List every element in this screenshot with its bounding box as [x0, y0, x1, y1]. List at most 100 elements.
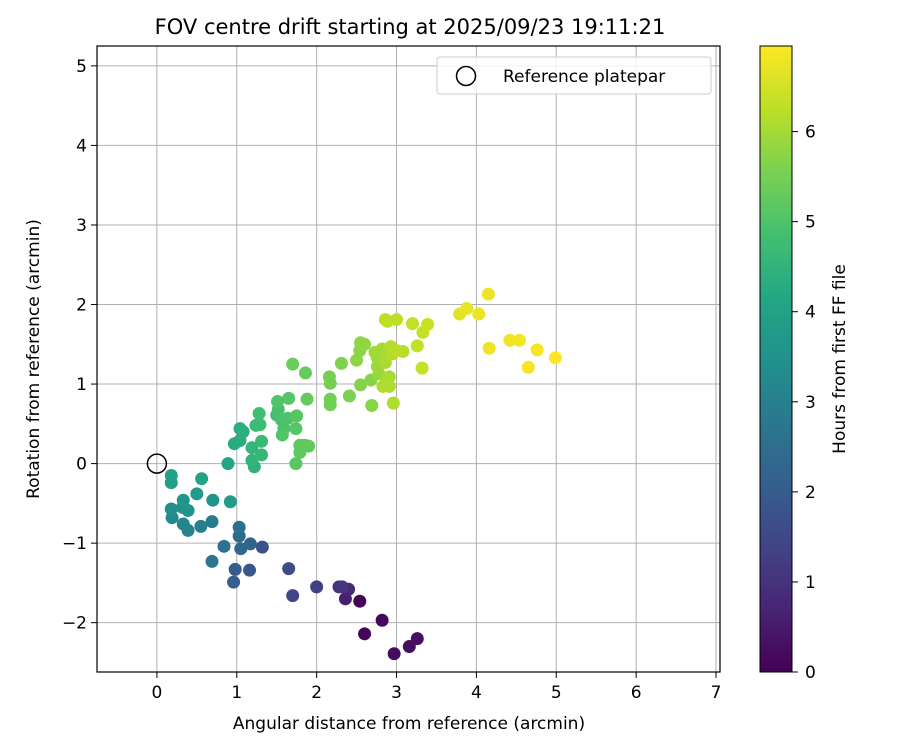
- data-point: [190, 487, 204, 501]
- data-point: [205, 515, 219, 529]
- x-tick-label: 3: [391, 683, 402, 703]
- x-axis-label: Angular distance from reference (arcmin): [233, 714, 585, 734]
- y-tick-label: −2: [62, 614, 87, 634]
- data-point: [402, 640, 416, 654]
- colorbar-tick-label: 3: [805, 393, 816, 413]
- data-point: [243, 537, 257, 551]
- x-tick-label: 5: [551, 683, 562, 703]
- data-point: [286, 589, 300, 603]
- data-point: [289, 457, 303, 471]
- data-point: [223, 495, 237, 509]
- data-point: [255, 448, 269, 462]
- colorbar-tick-label: 5: [805, 213, 816, 233]
- data-point: [234, 542, 248, 556]
- data-point: [353, 594, 367, 608]
- data-point: [365, 399, 379, 413]
- x-tick-label: 4: [471, 683, 482, 703]
- data-point: [481, 287, 495, 301]
- data-point: [310, 580, 324, 594]
- data-point: [206, 493, 220, 507]
- data-point: [472, 307, 486, 321]
- x-tick-label: 6: [631, 683, 642, 703]
- data-point: [302, 439, 316, 453]
- y-tick-label: 5: [76, 57, 87, 77]
- data-point: [335, 580, 349, 594]
- data-point: [415, 361, 429, 375]
- data-point: [252, 406, 266, 420]
- data-point: [195, 472, 209, 486]
- data-point: [290, 409, 304, 423]
- legend-box: [436, 56, 712, 95]
- data-point: [286, 357, 300, 371]
- data-point: [382, 379, 396, 393]
- colorbar-tick-label: 4: [805, 303, 816, 323]
- data-point: [228, 562, 242, 576]
- data-point: [300, 392, 314, 406]
- data-point: [221, 457, 235, 471]
- data-point: [521, 360, 535, 374]
- data-point: [503, 333, 517, 347]
- data-point: [245, 441, 259, 455]
- data-point: [205, 554, 219, 568]
- colorbar-tick-label: 2: [805, 483, 816, 503]
- data-point: [232, 520, 246, 534]
- data-point: [386, 396, 400, 410]
- data-point: [255, 540, 269, 554]
- x-tick-label: 0: [151, 683, 162, 703]
- y-axis-label: Rotation from reference (arcmin): [24, 219, 44, 499]
- data-point: [530, 343, 544, 357]
- colorbar-tick-label: 1: [805, 573, 816, 593]
- data-point: [482, 341, 496, 355]
- colorbar-gradient: [759, 45, 793, 673]
- data-point: [181, 504, 195, 518]
- chart-title: FOV centre drift starting at 2025/09/23 …: [155, 15, 666, 39]
- data-point: [164, 469, 178, 483]
- data-point: [243, 563, 257, 577]
- y-tick-label: 1: [76, 375, 87, 395]
- data-point: [405, 317, 419, 331]
- x-tick-label: 7: [711, 683, 722, 703]
- data-point: [253, 418, 267, 432]
- data-point: [282, 562, 296, 576]
- data-point: [164, 502, 178, 516]
- data-point: [289, 422, 303, 436]
- data-point: [298, 366, 312, 380]
- data-point: [410, 632, 424, 646]
- data-point: [194, 519, 208, 533]
- plot-frame: [96, 45, 721, 673]
- data-point: [381, 314, 395, 328]
- data-point: [410, 339, 424, 353]
- x-tick-label: 2: [311, 683, 322, 703]
- data-point: [236, 425, 250, 439]
- data-point: [334, 356, 348, 370]
- y-axis-ticks: −2 −1 0 1 2 3 4 5: [62, 57, 97, 634]
- data-point: [375, 613, 389, 627]
- y-tick-label: 3: [76, 216, 87, 236]
- reference-marker: [146, 453, 168, 474]
- data-point: [548, 351, 562, 365]
- colorbar-tick-label: 6: [805, 123, 816, 143]
- data-point: [342, 389, 356, 403]
- data-point: [282, 391, 296, 405]
- y-tick-label: 0: [76, 455, 87, 475]
- data-point: [358, 627, 372, 641]
- data-point: [421, 317, 435, 331]
- y-tick-label: 2: [76, 296, 87, 316]
- data-point: [176, 493, 190, 507]
- data-point: [255, 434, 269, 448]
- data-point: [378, 356, 392, 370]
- data-point: [227, 575, 241, 589]
- data-point: [460, 301, 474, 315]
- data-point: [322, 370, 336, 384]
- data-points: [164, 287, 562, 661]
- data-point: [217, 539, 231, 553]
- x-tick-label: 1: [231, 683, 242, 703]
- colorbar-label: Hours from first FF file: [830, 264, 850, 454]
- colorbar-ticks: 0 1 2 3 4 5 6: [792, 123, 816, 683]
- data-point: [176, 517, 190, 531]
- colorbar: 0 1 2 3 4 5 6 Hours from first FF file: [759, 45, 850, 683]
- x-axis-ticks: 0 1 2 3 4 5 6 7: [151, 672, 721, 703]
- data-point: [245, 453, 259, 467]
- y-tick-label: −1: [62, 534, 87, 554]
